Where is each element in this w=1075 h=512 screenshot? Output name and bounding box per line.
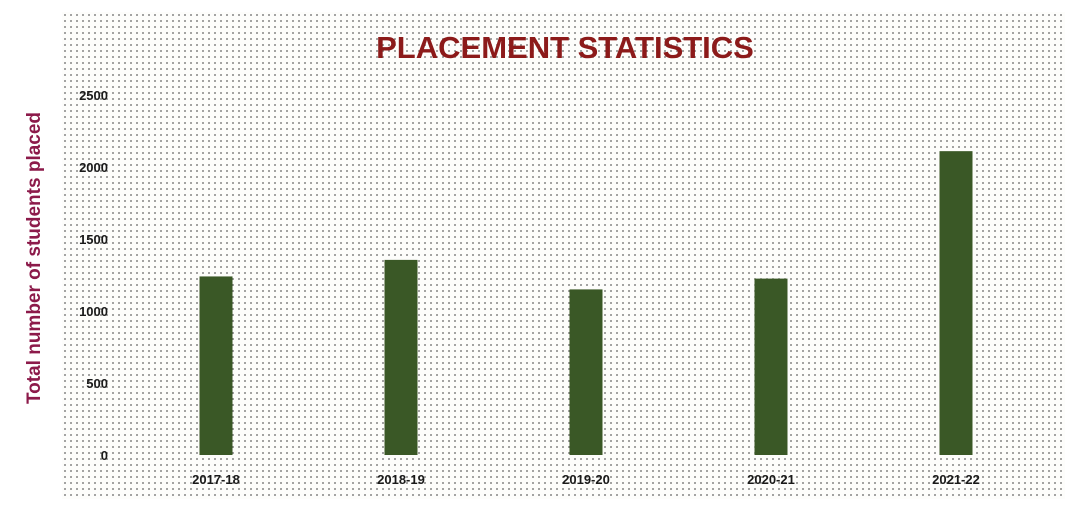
bar-2021-22	[939, 151, 973, 455]
y-tick-label: 0	[101, 448, 108, 463]
chart-title: PLACEMENT STATISTICS	[376, 30, 754, 65]
bar-2020-21	[754, 278, 788, 455]
x-tick-label: 2021-22	[932, 472, 980, 487]
bar-2019-20	[569, 289, 603, 455]
x-tick-label: 2018-19	[377, 472, 425, 487]
y-tick-label: 500	[86, 376, 108, 391]
y-tick-label: 2500	[79, 88, 108, 103]
x-tick-label: 2017-18	[192, 472, 240, 487]
bar-2017-18	[199, 276, 233, 455]
x-tick-label: 2020-21	[747, 472, 795, 487]
y-tick-label: 1500	[79, 232, 108, 247]
y-tick-label: 2000	[79, 160, 108, 175]
x-tick-label: 2019-20	[562, 472, 610, 487]
y-tick-label: 1000	[79, 304, 108, 319]
bar-2018-19	[384, 259, 418, 455]
